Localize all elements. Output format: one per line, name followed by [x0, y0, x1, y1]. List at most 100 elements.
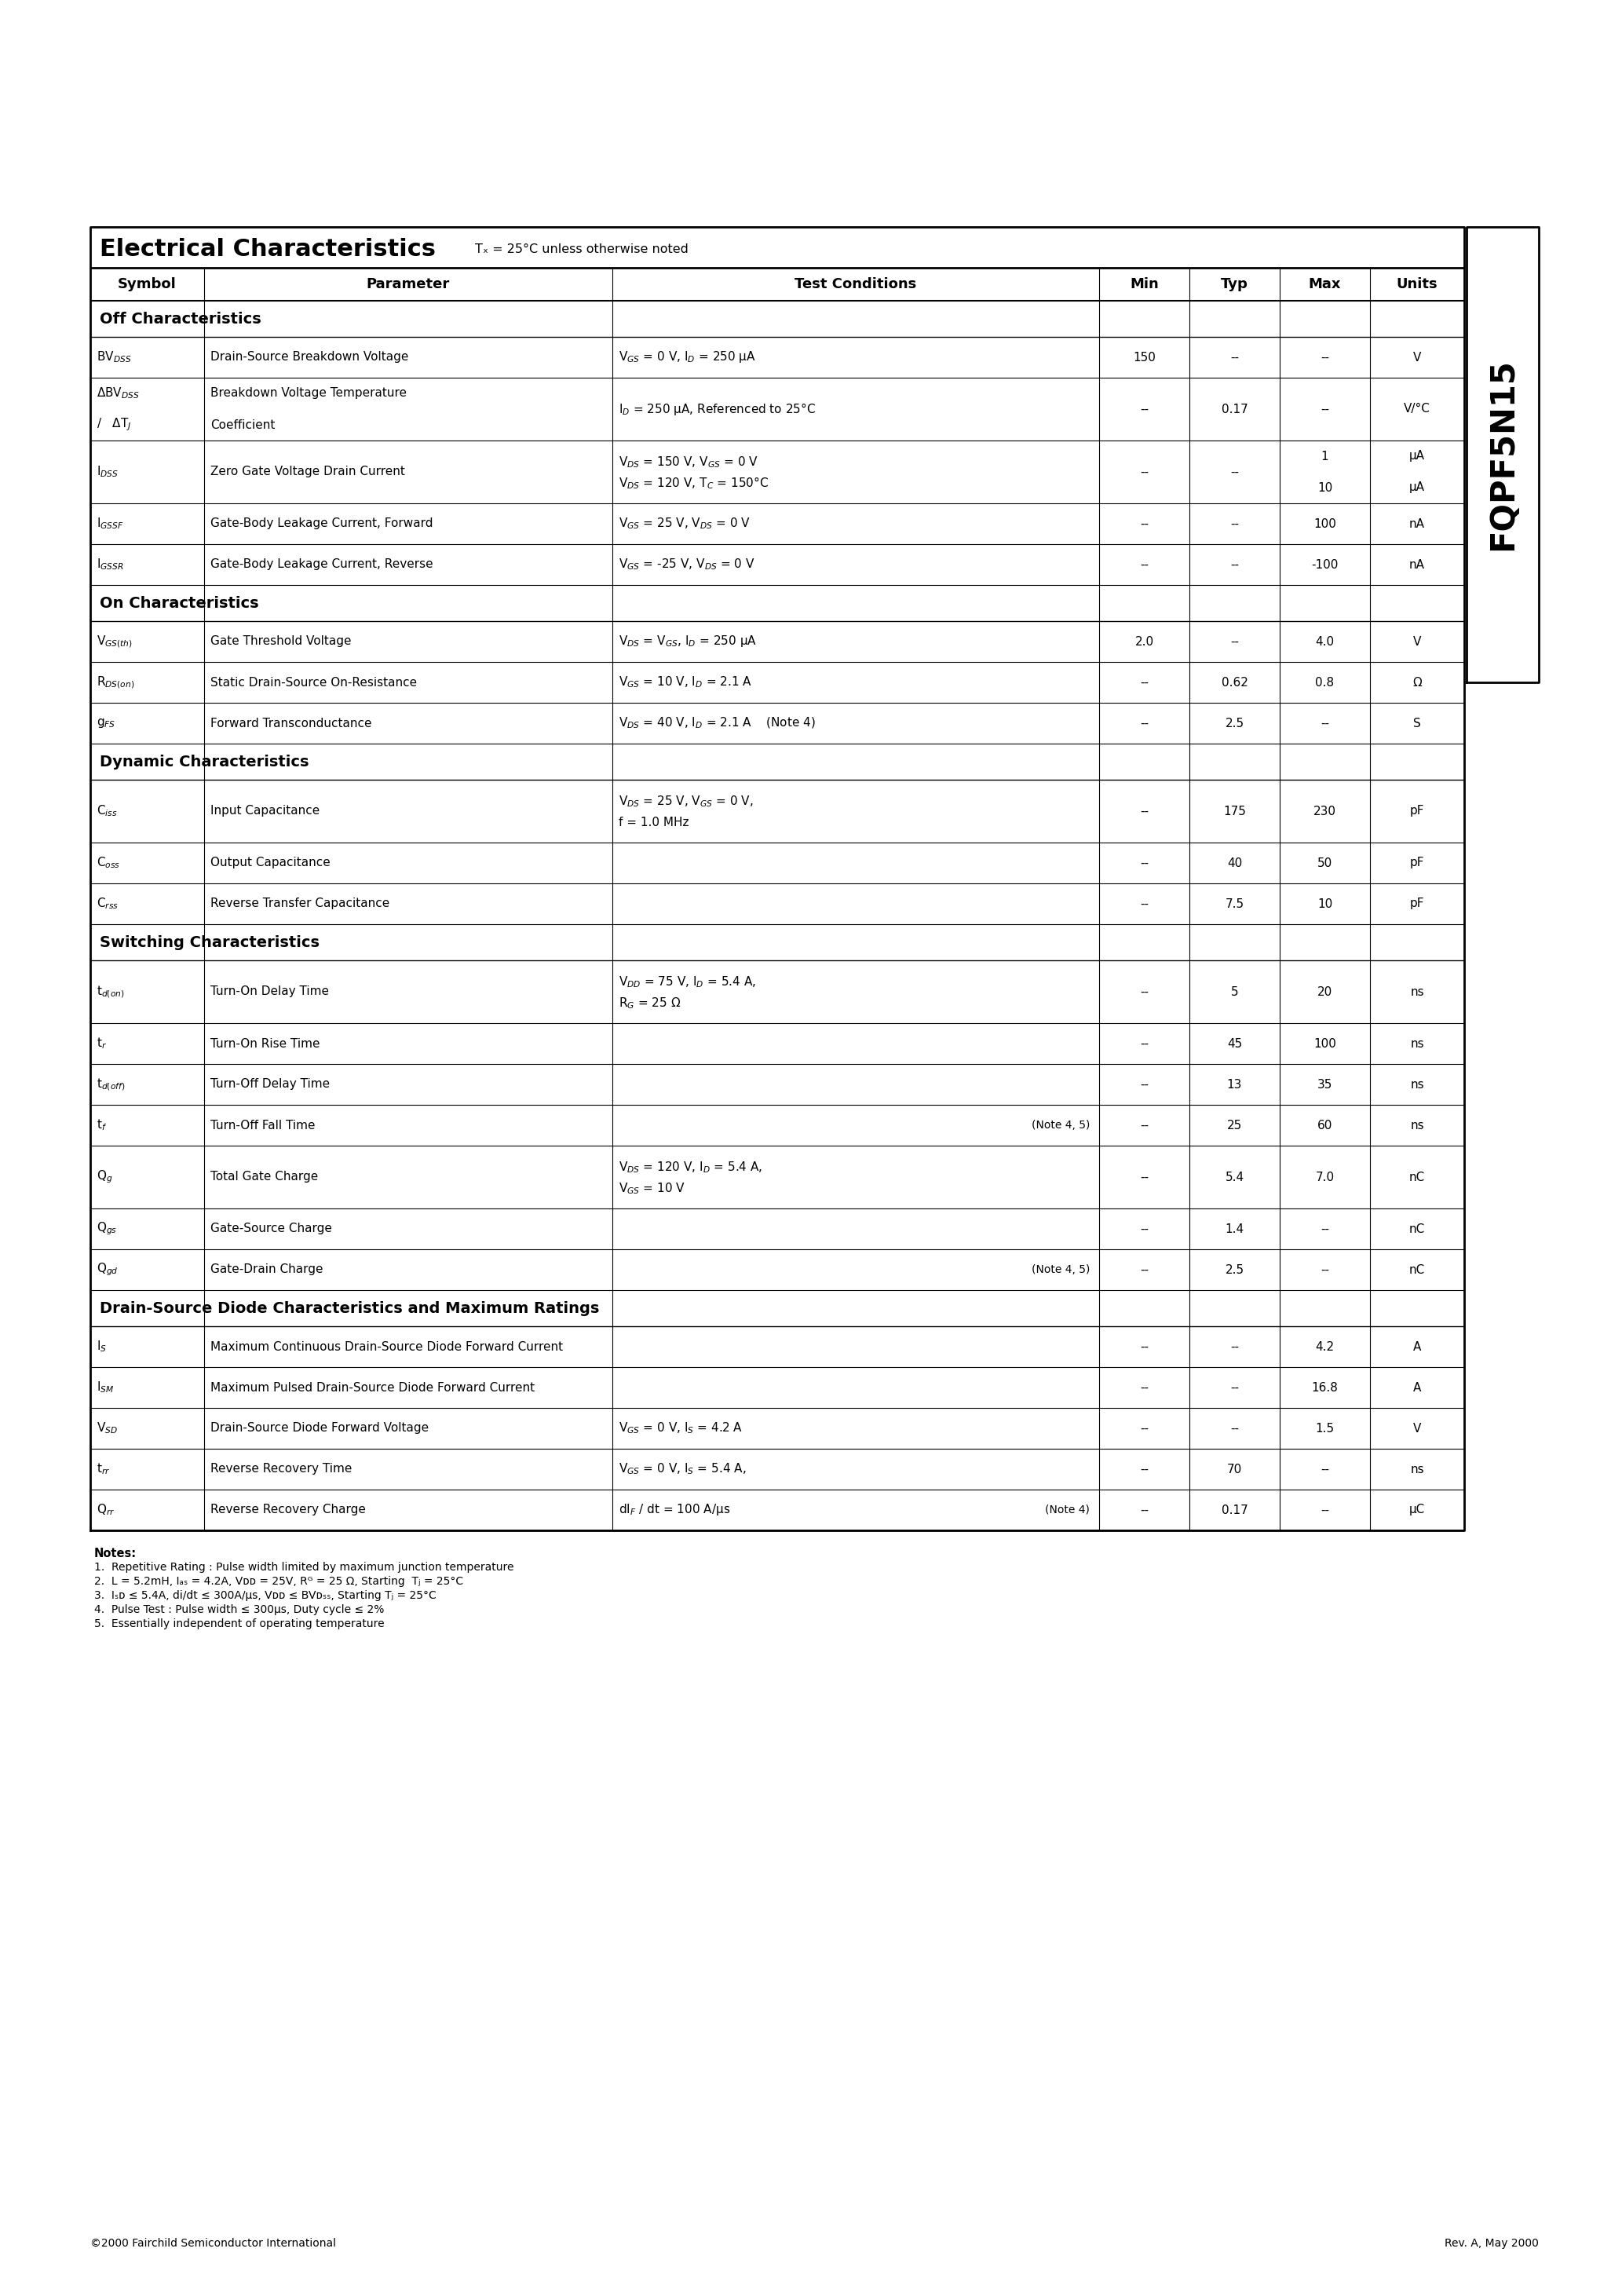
Text: 10: 10 — [1317, 482, 1332, 494]
Text: V$_{DS}$ = 150 V, V$_{GS}$ = 0 V: V$_{DS}$ = 150 V, V$_{GS}$ = 0 V — [618, 455, 759, 471]
Text: Turn-On Rise Time: Turn-On Rise Time — [211, 1038, 320, 1049]
Text: f = 1.0 MHz: f = 1.0 MHz — [618, 817, 689, 829]
Text: ns: ns — [1410, 985, 1424, 999]
Text: --: -- — [1229, 1341, 1239, 1352]
Text: Off Characteristics: Off Characteristics — [99, 312, 261, 326]
Text: --: -- — [1229, 558, 1239, 569]
Text: 4.2: 4.2 — [1315, 1341, 1335, 1352]
Text: --: -- — [1320, 716, 1328, 730]
Text: Gate-Body Leakage Current, Reverse: Gate-Body Leakage Current, Reverse — [211, 558, 433, 569]
Text: V$_{SD}$: V$_{SD}$ — [97, 1421, 118, 1435]
Text: V$_{DD}$ = 75 V, I$_{D}$ = 5.4 A,: V$_{DD}$ = 75 V, I$_{D}$ = 5.4 A, — [618, 976, 756, 990]
Text: --: -- — [1229, 1424, 1239, 1435]
Text: pF: pF — [1410, 856, 1424, 868]
Text: Gate-Drain Charge: Gate-Drain Charge — [211, 1263, 323, 1277]
Text: t$_{rr}$: t$_{rr}$ — [97, 1463, 110, 1476]
Text: V$_{GS}$ = 0 V, I$_{D}$ = 250 μA: V$_{GS}$ = 0 V, I$_{D}$ = 250 μA — [618, 349, 756, 365]
Text: (Note 4): (Note 4) — [1045, 1504, 1090, 1515]
Text: --: -- — [1320, 404, 1328, 416]
Text: --: -- — [1229, 519, 1239, 530]
Text: 70: 70 — [1226, 1463, 1242, 1474]
Text: ns: ns — [1410, 1463, 1424, 1474]
Text: 5.4: 5.4 — [1225, 1171, 1244, 1182]
Text: ©2000 Fairchild Semiconductor International: ©2000 Fairchild Semiconductor Internatio… — [91, 2239, 336, 2248]
Text: Reverse Recovery Charge: Reverse Recovery Charge — [211, 1504, 365, 1515]
Text: 35: 35 — [1317, 1079, 1332, 1091]
Text: C$_{rss}$: C$_{rss}$ — [97, 895, 118, 912]
Text: 13: 13 — [1226, 1079, 1242, 1091]
Text: I$_{D}$ = 250 μA, Referenced to 25°C: I$_{D}$ = 250 μA, Referenced to 25°C — [618, 402, 816, 418]
Text: I$_{DSS}$: I$_{DSS}$ — [97, 464, 118, 480]
Text: -100: -100 — [1311, 558, 1338, 569]
Text: --: -- — [1320, 351, 1328, 363]
Text: nA: nA — [1410, 558, 1426, 569]
Text: 100: 100 — [1314, 1038, 1337, 1049]
Text: g$_{FS}$: g$_{FS}$ — [97, 716, 115, 730]
Text: 7.5: 7.5 — [1225, 898, 1244, 909]
Text: Reverse Recovery Time: Reverse Recovery Time — [211, 1463, 352, 1474]
Text: V$_{GS}$ = 10 V: V$_{GS}$ = 10 V — [618, 1180, 686, 1196]
Text: --: -- — [1140, 519, 1148, 530]
Text: Electrical Characteristics: Electrical Characteristics — [99, 236, 436, 259]
Text: Ω: Ω — [1413, 677, 1422, 689]
Text: ns: ns — [1410, 1079, 1424, 1091]
Text: V$_{DS}$ = V$_{GS}$, I$_{D}$ = 250 μA: V$_{DS}$ = V$_{GS}$, I$_{D}$ = 250 μA — [618, 634, 757, 650]
Text: Breakdown Voltage Temperature: Breakdown Voltage Temperature — [211, 388, 407, 400]
Text: 2.5: 2.5 — [1225, 1263, 1244, 1277]
Text: --: -- — [1140, 1224, 1148, 1235]
Text: (Note 4, 5): (Note 4, 5) — [1032, 1120, 1090, 1130]
Text: --: -- — [1140, 985, 1148, 999]
Text: 25: 25 — [1226, 1120, 1242, 1132]
Text: V$_{GS(th)}$: V$_{GS(th)}$ — [97, 634, 133, 650]
Text: R$_{DS(on)}$: R$_{DS(on)}$ — [97, 675, 135, 691]
Text: --: -- — [1140, 1424, 1148, 1435]
Text: V$_{GS}$ = 0 V, I$_{S}$ = 4.2 A: V$_{GS}$ = 0 V, I$_{S}$ = 4.2 A — [618, 1421, 743, 1435]
Text: Dynamic Characteristics: Dynamic Characteristics — [99, 753, 308, 769]
Text: --: -- — [1140, 1079, 1148, 1091]
Text: V$_{GS}$ = 10 V, I$_{D}$ = 2.1 A: V$_{GS}$ = 10 V, I$_{D}$ = 2.1 A — [618, 675, 753, 689]
Text: A: A — [1413, 1382, 1421, 1394]
Text: Zero Gate Voltage Drain Current: Zero Gate Voltage Drain Current — [211, 466, 406, 478]
Text: t$_{d(off)}$: t$_{d(off)}$ — [97, 1077, 125, 1093]
Text: Q$_{gs}$: Q$_{gs}$ — [97, 1221, 117, 1238]
Text: Symbol: Symbol — [118, 278, 177, 292]
Text: 0.8: 0.8 — [1315, 677, 1335, 689]
Text: t$_{f}$: t$_{f}$ — [97, 1118, 107, 1132]
Text: --: -- — [1229, 466, 1239, 478]
Text: 50: 50 — [1317, 856, 1332, 868]
Text: Typ: Typ — [1221, 278, 1249, 292]
Text: --: -- — [1140, 898, 1148, 909]
Text: --: -- — [1140, 1382, 1148, 1394]
Text: 175: 175 — [1223, 806, 1246, 817]
Text: --: -- — [1140, 677, 1148, 689]
Text: pF: pF — [1410, 898, 1424, 909]
Text: 5: 5 — [1231, 985, 1238, 999]
Text: --: -- — [1140, 1120, 1148, 1132]
Text: (Note 4, 5): (Note 4, 5) — [1032, 1265, 1090, 1274]
Text: ΔBV$_{DSS}$: ΔBV$_{DSS}$ — [97, 386, 139, 402]
Text: V$_{DS}$ = 120 V, I$_{D}$ = 5.4 A,: V$_{DS}$ = 120 V, I$_{D}$ = 5.4 A, — [618, 1159, 762, 1176]
Text: 1: 1 — [1320, 450, 1328, 461]
Text: --: -- — [1320, 1263, 1328, 1277]
Text: Total Gate Charge: Total Gate Charge — [211, 1171, 318, 1182]
Text: Gate-Body Leakage Current, Forward: Gate-Body Leakage Current, Forward — [211, 519, 433, 530]
Text: I$_{S}$: I$_{S}$ — [97, 1339, 107, 1355]
Text: V$_{GS}$ = 25 V, V$_{DS}$ = 0 V: V$_{GS}$ = 25 V, V$_{DS}$ = 0 V — [618, 517, 751, 530]
Text: 0.17: 0.17 — [1221, 1504, 1247, 1515]
Text: I$_{GSSR}$: I$_{GSSR}$ — [97, 558, 123, 572]
Text: 5.  Essentially independent of operating temperature: 5. Essentially independent of operating … — [94, 1619, 384, 1630]
Text: --: -- — [1140, 1504, 1148, 1515]
Text: Forward Transconductance: Forward Transconductance — [211, 716, 371, 730]
Text: Gate Threshold Voltage: Gate Threshold Voltage — [211, 636, 352, 647]
Text: --: -- — [1320, 1504, 1328, 1515]
Text: Tₓ = 25°C unless otherwise noted: Tₓ = 25°C unless otherwise noted — [475, 243, 688, 255]
Text: --: -- — [1320, 1224, 1328, 1235]
Text: μC: μC — [1410, 1504, 1426, 1515]
Text: V: V — [1413, 351, 1421, 363]
Text: Turn-On Delay Time: Turn-On Delay Time — [211, 985, 329, 999]
Text: S: S — [1413, 716, 1421, 730]
Text: Static Drain-Source On-Resistance: Static Drain-Source On-Resistance — [211, 677, 417, 689]
Text: 230: 230 — [1314, 806, 1337, 817]
Text: Q$_{rr}$: Q$_{rr}$ — [97, 1502, 115, 1518]
Text: Parameter: Parameter — [367, 278, 449, 292]
